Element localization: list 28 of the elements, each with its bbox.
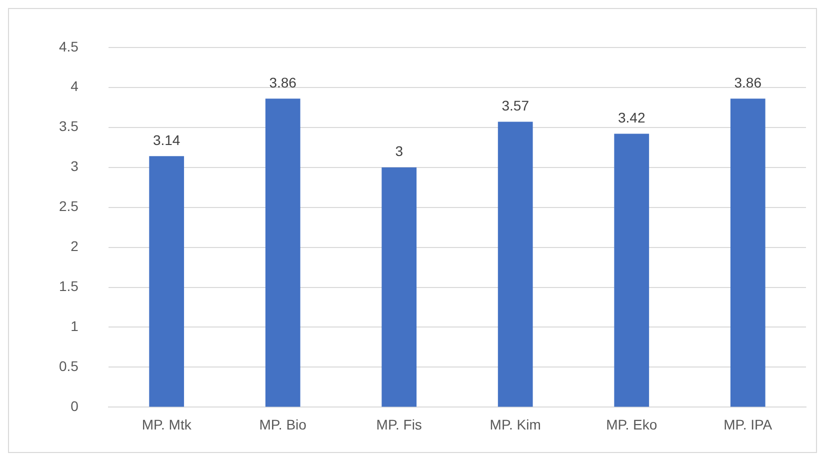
- bar: [382, 167, 417, 407]
- y-tick-label: 3: [70, 158, 79, 174]
- bar: [149, 156, 184, 407]
- y-tick-label: 3.5: [58, 118, 79, 134]
- y-tick-label: 0: [70, 398, 79, 414]
- data-label: 3.42: [618, 110, 646, 126]
- y-tick-label: 4.5: [58, 38, 79, 54]
- data-label: 3.86: [734, 74, 762, 90]
- x-tick-label: MP. Eko: [606, 416, 658, 432]
- data-label: 3.14: [152, 132, 180, 148]
- x-tick-label: MP. IPA: [724, 416, 773, 432]
- bar: [730, 98, 766, 407]
- x-tick-label: MP. Fis: [376, 416, 422, 432]
- data-label: 3: [395, 143, 404, 160]
- y-tick-label: 1: [70, 318, 79, 334]
- x-tick-label: MP. Kim: [490, 416, 541, 432]
- data-label: 3.57: [502, 98, 530, 114]
- x-tick-label: MP. Bio: [259, 416, 307, 432]
- y-tick-label: 1.5: [58, 278, 79, 294]
- y-tick-label: 2.5: [58, 198, 79, 214]
- x-tick-label: MP. Mtk: [142, 416, 192, 432]
- y-tick-label: 0.5: [58, 358, 79, 374]
- data-label: 3.86: [269, 74, 297, 90]
- bar: [265, 98, 300, 407]
- y-tick-label: 4: [70, 78, 79, 94]
- bar: [614, 134, 650, 407]
- bar: [498, 122, 533, 407]
- y-tick-label: 2: [70, 238, 79, 254]
